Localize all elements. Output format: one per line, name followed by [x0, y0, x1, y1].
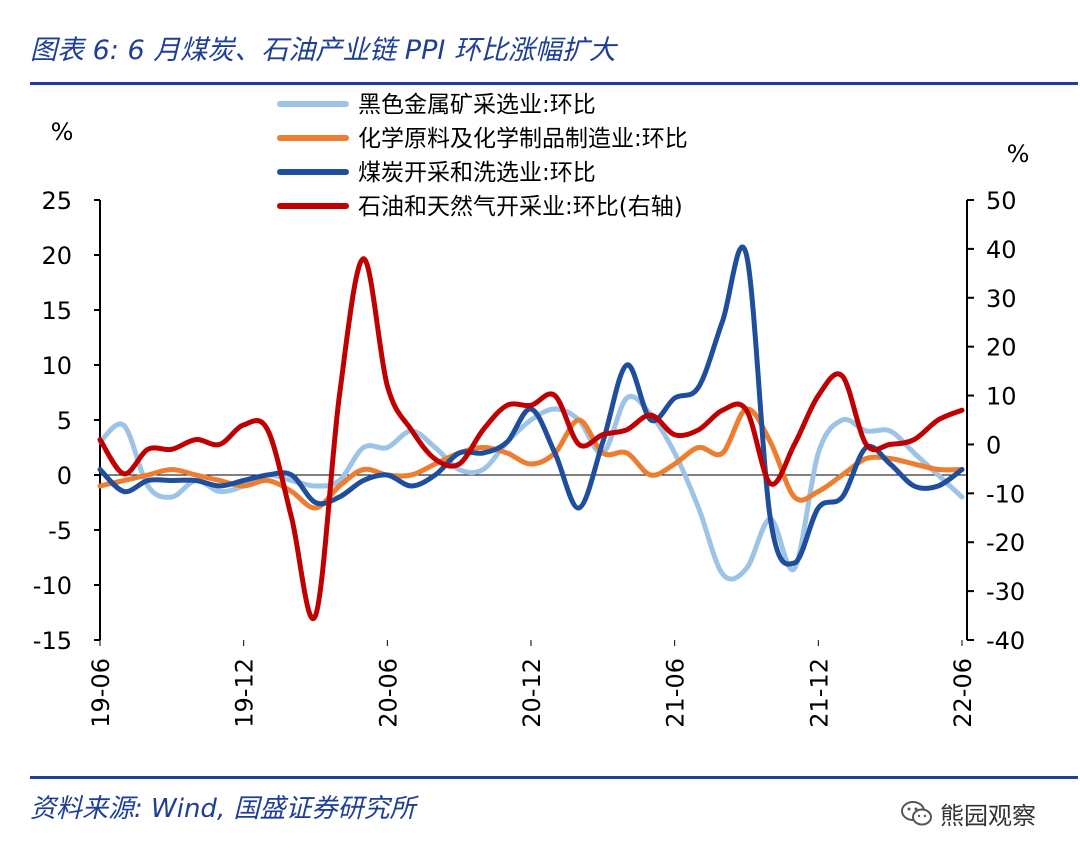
legend-label-1: 黑色金属矿采选业:环比 [358, 92, 596, 118]
left-tick-label: 25 [41, 187, 72, 215]
legend-label-2: 化学原料及化学制品制造业:环比 [358, 126, 688, 152]
source-rule [30, 776, 1078, 779]
right-tick-label: 30 [986, 285, 1017, 313]
right-tick-label: -40 [986, 627, 1025, 655]
right-tick-label: 20 [986, 334, 1017, 362]
left-tick-label: -10 [33, 572, 72, 600]
right-tick-label: 50 [986, 187, 1017, 215]
watermark: 熊园观察 [900, 796, 1036, 831]
chart-legend: 黑色金属矿采选业:环比化学原料及化学制品制造业:环比煤炭开采和洗选业:环比石油和… [277, 92, 688, 220]
x-tick-label: 19-06 [87, 658, 115, 728]
left-tick-label: 10 [41, 352, 72, 380]
series-line-3 [97, 244, 965, 567]
x-tick-label: 20-12 [518, 658, 546, 728]
right-tick-label: 40 [986, 236, 1017, 264]
x-tick-label: 21-12 [805, 658, 833, 728]
chart-axes: 2520151050-5-10-1550403020100-10-20-30-4… [33, 118, 1030, 728]
right-tick-label: -10 [986, 480, 1025, 508]
right-tick-label: 10 [986, 383, 1017, 411]
legend-label-3: 煤炭开采和洗选业:环比 [358, 160, 596, 186]
left-tick-label: 15 [41, 297, 72, 325]
series-line-4 [97, 256, 965, 622]
left-tick-label: 20 [41, 242, 72, 270]
x-tick-label: 20-06 [374, 658, 402, 728]
right-tick-label: 0 [986, 431, 1001, 459]
series-line-1 [97, 393, 965, 582]
series-lines [97, 244, 965, 622]
left-tick-label: -15 [33, 627, 72, 655]
title-rule [30, 82, 1078, 85]
watermark-text: 熊园观察 [940, 802, 1036, 830]
right-tick-label: -20 [986, 529, 1025, 557]
left-tick-label: -5 [48, 517, 72, 545]
x-tick-label: 19-12 [231, 658, 259, 728]
wechat-icon [901, 800, 932, 825]
right-tick-label: -30 [986, 578, 1025, 606]
x-tick-label: 22-06 [949, 658, 977, 728]
source-note: 资料来源: Wind, 国盛证券研究所 [30, 794, 416, 824]
left-tick-label: 0 [57, 462, 72, 490]
chart-title: 图表 6: 6 月煤炭、石油产业链 PPI 环比涨幅扩大 [30, 35, 616, 66]
legend-label-4: 石油和天然气开采业:环比(右轴) [358, 194, 683, 220]
right-axis-unit: % [1007, 140, 1030, 168]
x-tick-label: 21-06 [662, 658, 690, 728]
left-axis-unit: % [51, 118, 74, 146]
series-line-2 [97, 406, 965, 511]
left-tick-label: 5 [57, 407, 72, 435]
